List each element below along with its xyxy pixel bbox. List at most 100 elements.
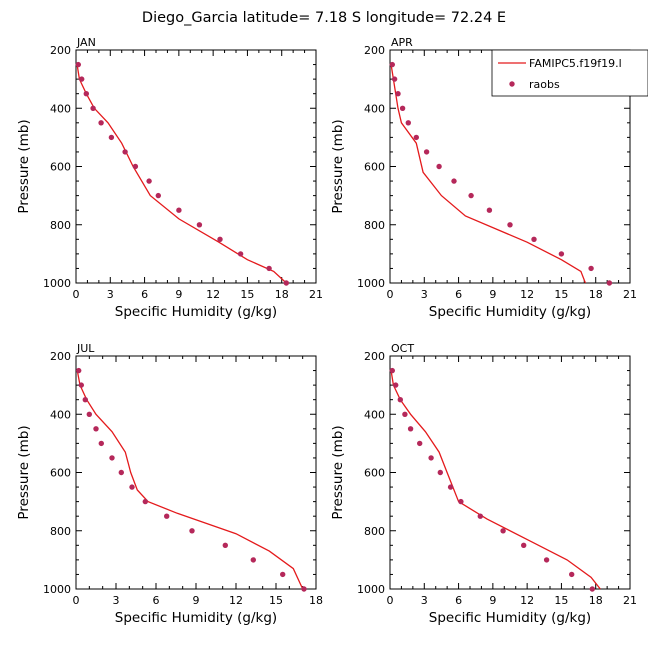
raobs-point — [266, 265, 272, 272]
raobs-point — [189, 528, 195, 534]
y-tick-label: 800 — [50, 219, 71, 232]
x-tick-label: 3 — [421, 594, 428, 607]
panel-label: APR — [391, 36, 413, 49]
raobs-point — [569, 571, 575, 578]
x-tick-label: 0 — [387, 288, 394, 301]
raobs-point — [196, 222, 203, 228]
x-tick-label: 3 — [421, 288, 428, 301]
y-tick-label: 400 — [364, 408, 385, 421]
raobs-point — [393, 382, 399, 388]
raobs-point — [468, 192, 474, 199]
panel-label: OCT — [391, 342, 414, 355]
raobs-point — [507, 222, 513, 228]
y-tick-label: 800 — [364, 219, 385, 232]
x-tick-label: 21 — [623, 594, 637, 607]
raobs-point — [589, 586, 595, 592]
x-tick-label: 21 — [309, 288, 323, 301]
x-tick-label: 12 — [206, 288, 220, 301]
legend: FAMIPC5.f19f19.l raobs — [491, 49, 648, 97]
y-axis-label: Pressure (mb) — [16, 425, 32, 519]
x-axis-label: Specific Humidity (g/kg) — [429, 610, 591, 626]
raobs-point — [413, 134, 419, 141]
raobs-point — [90, 105, 96, 112]
raobs-point — [98, 440, 105, 447]
raobs-point — [93, 426, 99, 432]
raobs-point — [164, 513, 170, 519]
raobs-point — [75, 61, 82, 68]
plot-frame — [75, 355, 317, 590]
x-tick-label: 12 — [229, 594, 243, 607]
x-tick-label: 12 — [520, 288, 534, 301]
raobs-point — [436, 163, 442, 170]
figure-title: Diego_Garcia latitude= 7.18 S longitude=… — [142, 10, 506, 26]
y-axis-label: Pressure (mb) — [330, 425, 346, 519]
y-tick-label: 800 — [50, 525, 71, 538]
raobs-point — [86, 411, 93, 417]
raobs-point — [250, 557, 256, 563]
legend-obs-swatch — [509, 81, 515, 87]
raobs-point — [301, 586, 307, 592]
x-tick-label: 15 — [269, 594, 283, 607]
raobs-point — [407, 426, 414, 432]
model-series-line — [390, 64, 587, 284]
raobs-point — [146, 178, 152, 184]
raobs-point — [405, 120, 411, 126]
raobs-point — [118, 469, 125, 476]
raobs-point — [399, 105, 406, 112]
raobs-point — [132, 163, 139, 170]
raobs-point — [122, 149, 128, 155]
panel-oct: 0 3 6 9 12 15 18 21 200 400 600 800 1000 OCT Specific … — [330, 342, 637, 626]
y-axis-label: Pressure (mb) — [16, 119, 32, 213]
raobs-point — [98, 120, 104, 126]
model-series-line — [76, 64, 287, 284]
raobs-point — [451, 178, 457, 184]
raobs-point — [108, 134, 115, 141]
raobs-point — [531, 236, 537, 242]
x-tick-label: 9 — [489, 288, 496, 301]
y-tick-label: 200 — [50, 44, 71, 57]
y-tick-label: 400 — [50, 408, 71, 421]
raobs-point — [280, 571, 286, 578]
y-tick-label: 600 — [364, 467, 385, 480]
legend-obs-label: raobs — [529, 78, 560, 91]
y-tick-label: 600 — [50, 161, 71, 174]
raobs-point — [417, 440, 423, 447]
x-tick-label: 18 — [309, 594, 323, 607]
raobs-point — [283, 280, 289, 286]
panel-apr: 0 3 6 9 12 15 18 21 200 400 600 800 1000 APR Specific … — [330, 36, 637, 320]
raobs-point — [76, 367, 82, 374]
y-tick-label: 1000 — [357, 277, 385, 290]
raobs-point — [437, 469, 443, 476]
x-tick-label: 18 — [589, 288, 603, 301]
x-tick-label: 6 — [153, 594, 160, 607]
panel-label: JAN — [76, 36, 96, 49]
y-tick-label: 400 — [50, 102, 71, 115]
x-tick-label: 21 — [623, 288, 637, 301]
y-tick-label: 600 — [50, 467, 71, 480]
x-axis-label: Specific Humidity (g/kg) — [115, 610, 277, 626]
raobs-point — [222, 542, 228, 548]
raobs-point — [521, 542, 527, 548]
raobs-point — [237, 251, 244, 257]
raobs-point — [500, 528, 506, 534]
x-tick-label: 9 — [193, 594, 200, 607]
x-tick-label: 0 — [73, 288, 80, 301]
raobs-point — [588, 265, 594, 272]
x-tick-label: 12 — [520, 594, 534, 607]
x-tick-label: 0 — [73, 594, 80, 607]
x-tick-label: 15 — [554, 594, 568, 607]
raobs-point — [402, 411, 408, 417]
y-axis-label: Pressure (mb) — [330, 119, 346, 213]
x-tick-label: 15 — [240, 288, 254, 301]
y-tick-label: 1000 — [43, 583, 71, 596]
panel-jul: 0 3 6 9 12 15 18 200 400 600 800 1000 JUL Specific Hu… — [16, 342, 323, 626]
x-tick-label: 15 — [554, 288, 568, 301]
raobs-point — [447, 484, 454, 490]
y-tick-label: 1000 — [357, 583, 385, 596]
x-tick-label: 3 — [113, 594, 120, 607]
raobs-point — [458, 498, 464, 505]
raobs-point — [129, 484, 135, 490]
raobs-point — [397, 397, 403, 403]
x-tick-label: 18 — [589, 594, 603, 607]
